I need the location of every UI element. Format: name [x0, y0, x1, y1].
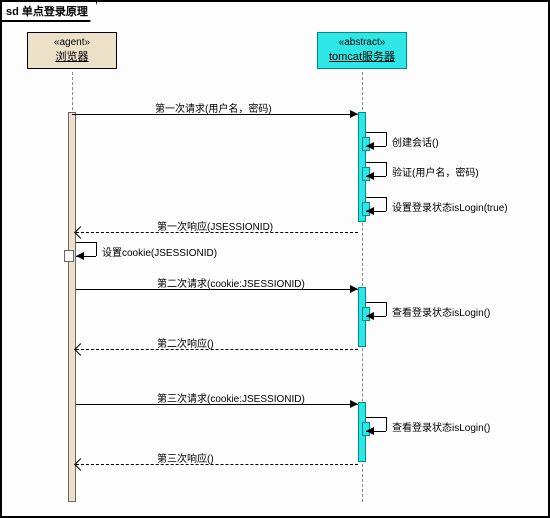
message-label: 验证(用户名，密码) — [392, 164, 479, 179]
message-label: 设置cookie(JSESSIONID) — [102, 244, 217, 259]
message-label: 第一次响应(JSESSIONID) — [157, 218, 273, 233]
return-message: 第一次响应(JSESSIONID) — [76, 220, 358, 234]
message-label: 设置登录状态isLogin(true) — [392, 199, 508, 214]
return-message: 第二次响应() — [76, 337, 358, 351]
message-label: 第一次请求(用户名，密码) — [155, 100, 272, 115]
message-label: 第二次响应() — [157, 335, 214, 350]
message-label: 第三次请求(cookie:JSESSIONID) — [157, 390, 305, 405]
lifeline-head: «abstract»tomcat服务器 — [317, 32, 407, 69]
message-label: 创建会话() — [392, 134, 439, 149]
call-message: 第三次请求(cookie:JSESSIONID) — [76, 392, 358, 406]
message-label: 查看登录状态isLogin() — [392, 419, 490, 434]
call-message: 第二次请求(cookie:JSESSIONID) — [76, 277, 358, 291]
activation-bar — [68, 112, 76, 502]
message-label: 第三次响应() — [157, 450, 214, 465]
frame-title: sd 单点登录原理 — [0, 0, 98, 22]
return-message: 第三次响应() — [76, 452, 358, 466]
call-message: 第一次请求(用户名，密码) — [72, 102, 358, 116]
lifeline-head: «agent»浏览器 — [27, 32, 117, 69]
message-label: 第二次请求(cookie:JSESSIONID) — [157, 275, 305, 290]
fragment-marker — [64, 250, 74, 262]
sequence-diagram-frame: sd 单点登录原理 «agent»浏览器 «abstract»tomcat服务器第… — [0, 0, 550, 518]
message-label: 查看登录状态isLogin() — [392, 304, 490, 319]
